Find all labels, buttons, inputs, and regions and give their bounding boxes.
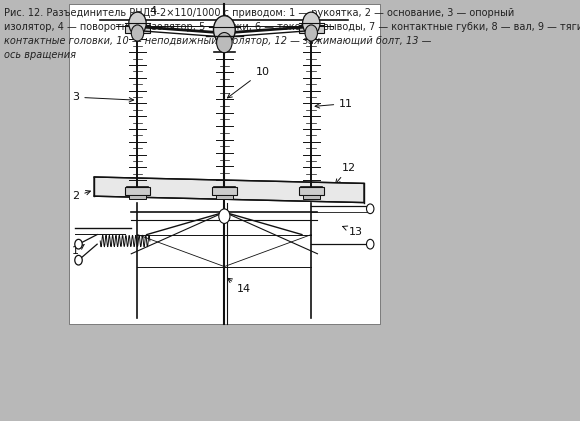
- Bar: [299, 187, 324, 195]
- Text: 13: 13: [343, 226, 362, 237]
- Text: изолятор, 4 — поворотный изолятор, 5 — ножи, 6 — токовые выводы, 7 — контактные : изолятор, 4 — поворотный изолятор, 5 — н…: [4, 22, 580, 32]
- Circle shape: [75, 256, 82, 265]
- Text: 4: 4: [140, 6, 157, 30]
- Text: 2: 2: [72, 191, 90, 201]
- Bar: [303, 195, 320, 200]
- Text: 14: 14: [227, 278, 251, 294]
- Circle shape: [216, 32, 232, 53]
- Circle shape: [305, 25, 317, 41]
- Bar: [125, 25, 150, 33]
- Text: 3: 3: [72, 92, 133, 102]
- Bar: [125, 187, 150, 195]
- Text: 11: 11: [315, 99, 353, 109]
- Bar: [212, 187, 237, 195]
- Circle shape: [213, 16, 235, 44]
- Bar: [299, 25, 324, 33]
- Circle shape: [303, 12, 320, 35]
- Bar: [129, 195, 146, 200]
- Circle shape: [367, 240, 374, 249]
- Polygon shape: [94, 177, 364, 203]
- Bar: [216, 195, 233, 200]
- Text: 10: 10: [227, 67, 269, 98]
- Text: 12: 12: [335, 163, 357, 184]
- Text: контактные головки, 10 — неподвижный изолятор, 12 — зажимающий болт, 13 —: контактные головки, 10 — неподвижный изо…: [4, 36, 431, 46]
- Text: ось вращения: ось вращения: [4, 50, 76, 60]
- Text: 1: 1: [72, 245, 84, 256]
- Circle shape: [367, 204, 374, 213]
- Bar: [69, 4, 379, 324]
- Circle shape: [131, 25, 144, 41]
- Text: Рис. 12. Разъединитель РНДЗ-2×110/1000 с приводом: 1 — рукоятка, 2 — основание, : Рис. 12. Разъединитель РНДЗ-2×110/1000 с…: [4, 8, 514, 18]
- Circle shape: [75, 240, 82, 249]
- Circle shape: [129, 12, 146, 35]
- Circle shape: [219, 209, 230, 224]
